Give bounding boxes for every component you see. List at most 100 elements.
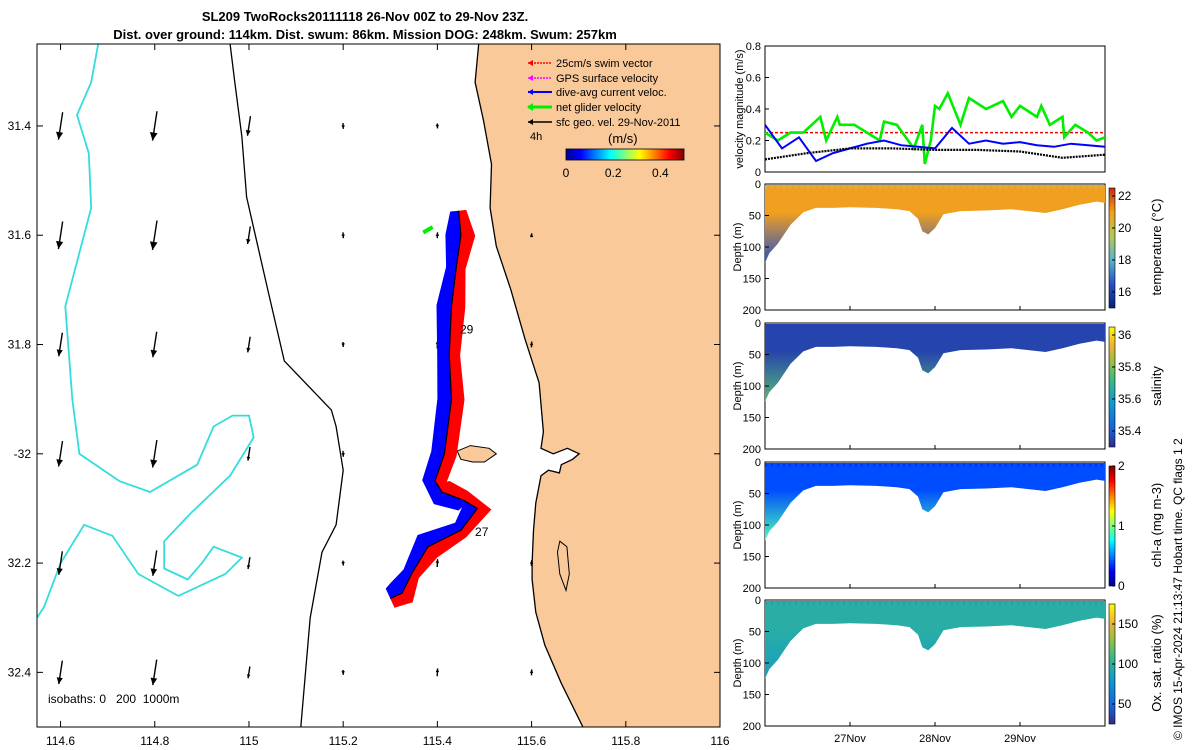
velocity-series-sfc_geo xyxy=(765,147,1105,161)
section-panel-chla: 0 50 100 150 200 Depth (m) 0 1 2 chl-a (mg m-3) xyxy=(732,457,1164,595)
section-ytick-label: 100 xyxy=(743,658,761,670)
geo-arrow-head xyxy=(150,459,158,468)
isobath-1000m xyxy=(37,44,255,619)
legend-label-dac: dive-avg current veloc. xyxy=(556,87,667,99)
legend-item-glider: net glider velocity xyxy=(527,102,641,114)
section-colorbar xyxy=(1108,187,1116,309)
geo-arrow-head xyxy=(341,234,345,239)
velocity-panel: 0 0.2 0.4 0.6 0.8 velocity magnitude (m/s) xyxy=(734,41,1106,179)
map-ytick-label: -32 xyxy=(14,447,32,461)
section-panel-oxygen: 0 50 100 150 200 Depth (m) 50 100 150 Ox. sat. ra… xyxy=(732,595,1164,745)
velocity-series-glider xyxy=(765,90,1105,165)
velocity-ytick-label: 0.8 xyxy=(746,41,761,53)
section-ytick-label: 0 xyxy=(755,318,761,330)
velocity-ytick-label: 0.2 xyxy=(746,136,761,148)
geo-arrow xyxy=(56,440,64,467)
geo-arrow xyxy=(245,116,252,136)
track-label-29: 29 xyxy=(460,323,474,337)
geo-arrow-head xyxy=(56,677,63,685)
geo-arrow-head xyxy=(150,568,158,576)
isobaths-label: isobaths: 0 200 1000m xyxy=(48,692,179,706)
section-ytick-label: 0 xyxy=(755,457,761,469)
geo-arrow xyxy=(246,336,251,353)
section-colorbar-tick-label: 36 xyxy=(1118,328,1132,342)
geo-arrow xyxy=(529,341,534,348)
map-frame xyxy=(36,43,721,728)
geo-arrow xyxy=(56,660,64,685)
section-ytick-label: 0 xyxy=(755,179,761,191)
geo-arrow xyxy=(246,446,251,461)
geo-arrow-head xyxy=(341,561,345,566)
section-colorbar-tick-label: 50 xyxy=(1118,697,1132,711)
title-line-1: SL209 TwoRocks20111118 26-Nov 00Z to 29-… xyxy=(201,9,529,24)
geo-arrow xyxy=(341,669,345,675)
section-colorbar-tick-label: 18 xyxy=(1118,253,1132,267)
section-data-fill xyxy=(765,324,1105,402)
map-ytick-label: 32.4 xyxy=(8,665,32,679)
geo-arrow xyxy=(435,123,440,129)
geo-arrow xyxy=(56,551,64,575)
geo-arrow-head xyxy=(149,132,158,141)
section-ytick-label: 50 xyxy=(749,489,761,501)
section-ytick-label: 150 xyxy=(743,552,761,564)
map-colorbar-tick-label: 0 xyxy=(563,166,570,180)
geo-arrow-head xyxy=(341,343,345,347)
title-line-2: Dist. over ground: 114km. Dist. swum: 86… xyxy=(113,27,617,42)
geo-arrow-head xyxy=(246,238,251,245)
map-ytick-label: 31.4 xyxy=(8,119,32,133)
map-xtick-label: 115.8 xyxy=(611,734,640,748)
geo-arrow xyxy=(529,233,534,238)
legend-label-gps: GPS surface velocity xyxy=(556,73,659,85)
section-colorbar-label: Ox. sat. ratio (%) xyxy=(1149,614,1164,712)
section-colorbar-tick-label: 1 xyxy=(1118,519,1125,533)
geo-arrow xyxy=(56,332,64,357)
legend-label-sfc-geo: sfc geo. vel. 29-Nov-2011 xyxy=(556,117,681,129)
velocity-ytick-label: 0.6 xyxy=(746,73,761,85)
map-xtick-label: 114.6 xyxy=(46,734,75,748)
geo-arrow xyxy=(150,659,158,686)
geo-arrow-head xyxy=(245,130,251,136)
geo-arrow xyxy=(56,112,64,140)
velocity-y-ticks: 0 0.2 0.4 0.6 0.8 xyxy=(746,41,769,179)
legend-item-swim: 25cm/s swim vector xyxy=(528,58,653,70)
map-colorbar-ticks: 0 0.2 0.4 xyxy=(563,166,669,180)
section-colorbar-tick-label: 35.6 xyxy=(1118,392,1142,406)
track-label-27: 27 xyxy=(475,525,489,539)
geo-arrow xyxy=(246,666,251,679)
section-colorbar-tick-label: 100 xyxy=(1118,657,1138,671)
map-xtick-label: 116 xyxy=(710,734,729,748)
map-colorbar-tick-label: 0.2 xyxy=(605,166,622,180)
geo-arrow-head xyxy=(529,233,534,237)
geo-arrow xyxy=(341,122,345,129)
section-panel-salinity: 0 50 100 150 200 Depth (m) 35.4 35.6 35.8 36 salin… xyxy=(732,318,1164,456)
section-ylabel: Depth (m) xyxy=(732,639,744,688)
geo-arrow xyxy=(150,331,158,358)
section-ytick-label: 0 xyxy=(755,595,761,607)
section-ytick-label: 50 xyxy=(749,350,761,362)
geo-arrow-head xyxy=(56,567,63,575)
map-colorbar-tick-label: 0.4 xyxy=(652,166,669,180)
section-colorbar-label: chl-a (mg m-3) xyxy=(1149,483,1164,568)
geo-arrow xyxy=(149,111,158,141)
geo-arrow-head xyxy=(246,674,251,679)
geo-arrow xyxy=(341,342,345,348)
section-colorbar-tick-label: 0 xyxy=(1118,579,1125,593)
land-area xyxy=(475,44,720,727)
section-colorbar xyxy=(1108,326,1116,448)
section-ytick-label: 200 xyxy=(743,721,761,733)
garden-island xyxy=(556,540,570,593)
section-ytick-label: 150 xyxy=(743,413,761,425)
map-y-ticks: 31.4 31.6 31.8 -32 32.2 32.4 xyxy=(8,119,720,679)
geo-arrow xyxy=(246,226,252,245)
section-ytick-label: 50 xyxy=(749,627,761,639)
section-colorbar-tick-label: 16 xyxy=(1118,285,1132,299)
geo-arrow-head xyxy=(56,131,64,140)
geo-arrow xyxy=(149,220,158,251)
velocity-series xyxy=(765,90,1105,165)
legend-item-gps: GPS surface velocity xyxy=(528,73,659,85)
velocity-series-dac xyxy=(765,124,1105,163)
geo-arrow xyxy=(341,450,345,457)
geo-arrow-head xyxy=(150,349,158,358)
geo-arrow-head xyxy=(435,124,440,129)
geo-arrow-head xyxy=(341,453,345,457)
